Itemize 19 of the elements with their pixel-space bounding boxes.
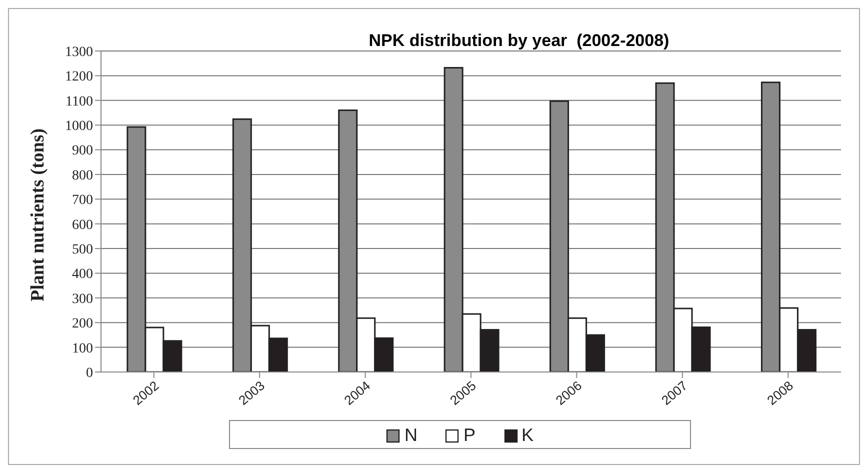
y-tick-label: 900 bbox=[72, 144, 93, 159]
y-tick-label: 0 bbox=[86, 366, 93, 381]
y-tick-label: 800 bbox=[72, 168, 93, 184]
chart-title: NPK distribution by year (2002-2008) bbox=[368, 31, 670, 51]
y-tick-label: 1200 bbox=[65, 70, 93, 85]
legend-label: N bbox=[404, 425, 418, 446]
y-tick-label: 500 bbox=[72, 242, 93, 258]
y-tick-label: 200 bbox=[72, 316, 93, 332]
y-tick-label: 400 bbox=[72, 267, 93, 282]
y-axis-title: Plant nutrients (tons) bbox=[28, 128, 49, 302]
legend-label: P bbox=[463, 425, 476, 446]
y-tick-label: 1000 bbox=[65, 119, 93, 134]
y-tick-label: 1300 bbox=[65, 44, 93, 60]
legend-label: K bbox=[522, 425, 534, 446]
y-tick-label: 700 bbox=[72, 193, 93, 208]
y-tick-label: 1100 bbox=[66, 94, 93, 110]
y-tick-label: 100 bbox=[72, 341, 93, 356]
y-tick-label: 300 bbox=[72, 292, 93, 307]
y-tick-label: 600 bbox=[72, 218, 93, 233]
